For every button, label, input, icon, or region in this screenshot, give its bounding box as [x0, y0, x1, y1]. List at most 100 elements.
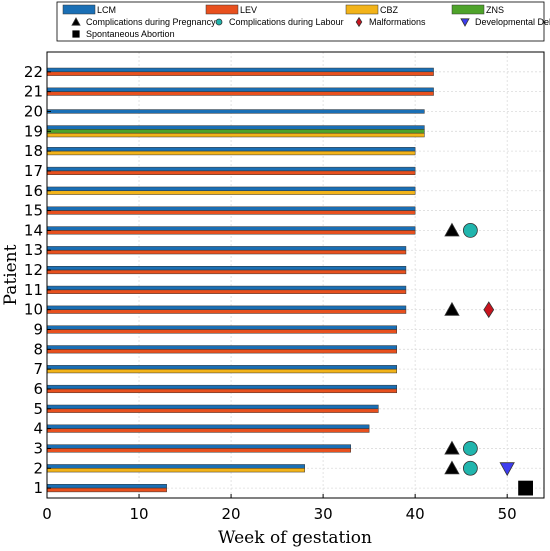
y-tick-label: 10 — [24, 301, 43, 319]
bar-patient-8-lev — [46, 349, 397, 354]
bar-patient-11-lcm — [46, 285, 407, 291]
bar-patient-2-cbz — [46, 468, 305, 473]
y-tick-label: 6 — [33, 380, 43, 398]
bar-patient-15-lev — [46, 210, 416, 215]
bar-patient-13-lev — [46, 249, 407, 255]
bar-patient-2-lcm — [46, 464, 305, 469]
legend-marker-complications-during-labour — [215, 18, 223, 26]
y-tick-label: 4 — [33, 420, 43, 438]
legend-label-complications-during-labour: Complications during Labour — [229, 17, 344, 27]
bar-patient-16-lcm — [46, 186, 416, 192]
bar-patient-14-lcm — [46, 226, 416, 231]
bar-patient-12-lev — [46, 269, 407, 275]
y-tick-label: 9 — [33, 321, 43, 339]
y-tick-label: 3 — [33, 439, 43, 457]
legend-label-malformations: Malformations — [369, 17, 426, 27]
bar-patient-18-cbz — [46, 150, 416, 156]
plot-frame — [46, 51, 545, 499]
legend-label-developmental-delay: Developmental Delay — [475, 17, 550, 27]
bar-patient-19-zns — [46, 129, 425, 134]
x-axis-title: Week of gestation — [218, 528, 372, 548]
y-tick-label: 21 — [24, 83, 43, 101]
x-tick-label: 30 — [314, 505, 333, 523]
bar-patient-19-lcm — [46, 125, 425, 130]
bar-patient-11-lev — [46, 289, 407, 294]
bar-patient-10-lev — [46, 309, 407, 314]
marker-malformations-patient-10 — [483, 301, 495, 319]
marker-complications-during-labour-patient-14 — [462, 222, 478, 238]
legend-marker-complications-during-pregnancy — [71, 17, 81, 26]
bar-patient-17-lev — [46, 170, 416, 175]
y-tick-label: 8 — [33, 340, 43, 358]
bar-patient-8-lcm — [46, 345, 397, 350]
bar-patient-16-cbz — [46, 190, 416, 195]
marker-complications-during-pregnancy-patient-10 — [444, 301, 460, 316]
y-tick-label: 17 — [24, 162, 43, 180]
bar-patient-21-lcm — [46, 87, 434, 92]
legend-label-complications-during-pregnancy: Complications during Pregnancy — [86, 17, 216, 27]
x-tick-label: 10 — [129, 505, 148, 523]
bar-patient-1-lev — [46, 487, 167, 493]
legend-swatch-lev — [205, 4, 239, 15]
bar-patient-10-lcm — [46, 305, 407, 310]
y-tick-label: 18 — [24, 142, 43, 160]
bar-patient-17-lcm — [46, 166, 416, 172]
marker-complications-during-labour-patient-2 — [462, 460, 478, 476]
bar-patient-3-lcm — [46, 444, 351, 449]
y-tick-label: 16 — [24, 182, 43, 200]
y-axis-title: Patient — [1, 244, 21, 305]
legend-label-lev: LEV — [240, 5, 257, 15]
bar-patient-9-lev — [46, 329, 397, 334]
legend-label-lcm: LCM — [97, 5, 116, 15]
legend-marker-spontaneous-abortion — [72, 30, 80, 38]
x-axis: 0 10 20 30 40 50 — [42, 494, 517, 523]
x-tick-label: 50 — [498, 505, 517, 523]
bar-patient-22-lev — [46, 71, 434, 76]
bar-patient-12-lcm — [46, 265, 407, 271]
bar-patient-13-lcm — [46, 246, 407, 251]
bar-patient-21-lev — [46, 91, 434, 96]
y-tick-label: 5 — [33, 400, 43, 418]
bar-patient-14-lev — [46, 230, 416, 235]
bar-patient-15-lcm — [46, 206, 416, 211]
bar-patient-18-lcm — [46, 147, 416, 152]
legend-marker-developmental-delay — [460, 18, 470, 27]
bar-patient-20-lcm — [46, 109, 425, 114]
bar-patient-5-lev — [46, 408, 379, 413]
bar-patient-3-lev — [46, 448, 351, 453]
marker-complications-during-labour-patient-3 — [462, 441, 478, 456]
bar-patient-9-lcm — [46, 325, 397, 330]
bar-patient-7-cbz — [46, 368, 397, 374]
y-tick-label: 2 — [33, 459, 43, 477]
y-tick-label: 1 — [33, 479, 43, 497]
legend-marker-malformations — [355, 16, 363, 28]
y-tick-label: 20 — [24, 102, 43, 120]
y-tick-label: 19 — [24, 122, 43, 140]
y-tick-label: 12 — [24, 261, 43, 279]
bar-patient-6-lev — [46, 388, 397, 394]
legend-label-spontaneous-abortion: Spontaneous Abortion — [86, 29, 175, 39]
bar-patient-22-lcm — [46, 67, 434, 73]
bar-patient-4-lev — [46, 428, 370, 433]
bars — [46, 67, 434, 493]
legend: LCM LEV CBZ ZNS Complications during Pregnan… — [56, 1, 550, 42]
y-tick-label: 22 — [24, 63, 43, 81]
legend-swatch-zns — [451, 4, 485, 15]
x-tick-label: 40 — [406, 505, 425, 523]
legend-label-cbz: CBZ — [380, 5, 399, 15]
bar-patient-1-lcm — [46, 484, 167, 489]
legend-swatch-lcm — [62, 4, 96, 15]
y-tick-label: 7 — [33, 360, 43, 378]
bar-patient-5-lcm — [46, 404, 379, 410]
x-tick-label: 0 — [42, 505, 52, 523]
marker-complications-during-pregnancy-patient-14 — [444, 222, 460, 237]
bar-patient-4-lcm — [46, 424, 370, 429]
legend-swatch-cbz — [345, 4, 379, 15]
bar-patient-19-cbz — [46, 132, 425, 138]
marker-developmental-delay-patient-2 — [499, 462, 515, 477]
bar-patient-6-lcm — [46, 384, 397, 390]
bar-patient-7-lcm — [46, 365, 397, 370]
y-tick-label: 15 — [24, 202, 43, 220]
